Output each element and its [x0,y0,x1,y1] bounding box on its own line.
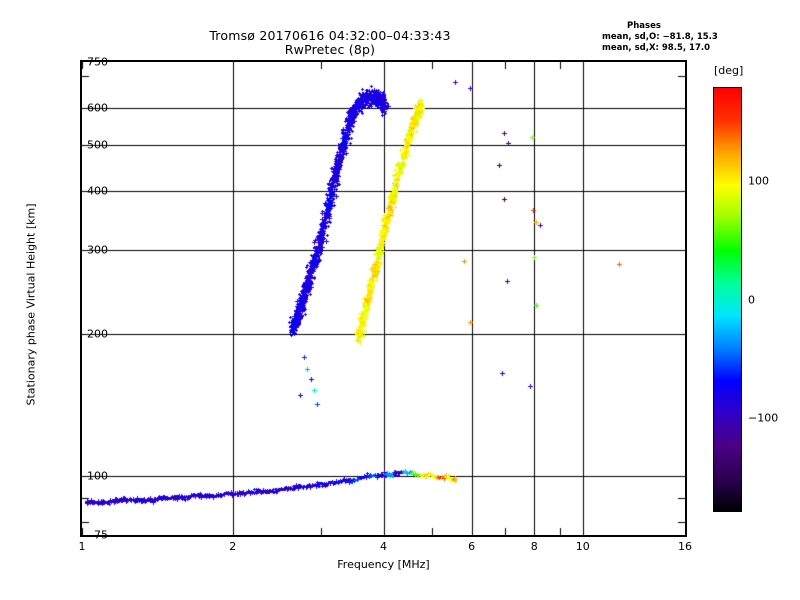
x-tick-label-2: 2 [229,540,237,553]
y-tick-label-200: 200 [87,327,108,341]
y-tick-label-750: 750 [87,55,108,69]
y-tick-label-75: 75 [94,528,108,542]
scatter-canvas [82,62,685,535]
colorbar-title: [deg] [714,64,744,77]
x-tick-label-10: 10 [575,540,590,553]
colorbar [713,87,742,512]
x-tick-label-16: 16 [678,540,692,553]
x-tick-label-4: 4 [380,540,387,553]
colorbar-tick-1: 0 [748,293,755,306]
x-axis-label: Frequency [MHz] [337,558,430,571]
y-tick-label-100: 100 [87,469,108,483]
x-tick-label-1: 1 [78,540,86,553]
colorbar-tick-2: −100 [748,411,779,425]
y-tick-label-300: 300 [87,243,108,257]
colorbar-tick-0: 100 [748,174,769,188]
y-tick-label-400: 400 [87,184,108,198]
x-tick-label-8: 8 [530,540,538,553]
phase-stats-extraordinary: mean, sd,X: 98.5, 17.0 [602,43,711,53]
phase-stats-ordinary: mean, sd,O: −81.8, 15.3 [602,32,718,42]
x-tick-label-6: 6 [468,540,476,553]
y-tick-label-500: 500 [87,138,108,152]
plot-title-line1: Tromsø 20170616 04:32:00–04:33:43 [209,28,451,43]
y-axis-label: Stationary phase Virtual Height [km] [24,203,38,406]
plot-title-line2: RwPretec (8p) [284,42,376,57]
y-tick-label-600: 600 [87,101,108,115]
plot-area [80,60,687,537]
phase-stats-heading: Phases [627,21,661,31]
